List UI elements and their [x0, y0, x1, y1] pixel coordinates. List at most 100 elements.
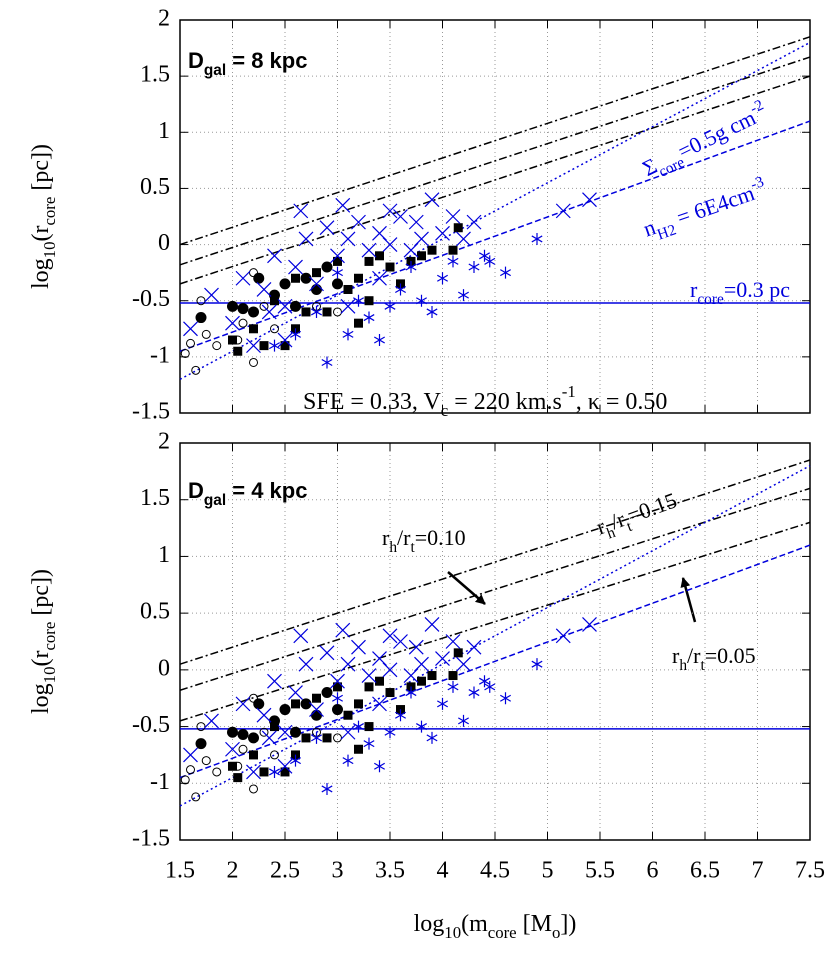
point: [385, 688, 395, 698]
point: [456, 656, 471, 672]
point: [363, 311, 375, 324]
point: [384, 726, 396, 739]
point: [212, 767, 222, 777]
text-part: (r: [28, 651, 54, 667]
point: [195, 738, 207, 750]
point: [256, 282, 272, 297]
point: [291, 273, 300, 283]
y-axis-label: log10(rcore [pc]): [28, 144, 60, 289]
point: [311, 283, 322, 295]
text-part: H2: [655, 221, 678, 243]
y-tick-label: -1.5: [132, 826, 170, 852]
point: [364, 722, 374, 732]
point: [332, 278, 343, 290]
point: [259, 301, 269, 311]
point: [195, 312, 207, 324]
point: [249, 324, 258, 334]
point: [256, 707, 272, 723]
text-part: SFE = 0.33, V: [303, 389, 441, 415]
point: [354, 318, 363, 328]
plot-frame: [179, 442, 811, 841]
point: [479, 249, 490, 262]
point: [448, 671, 458, 681]
point: [582, 192, 597, 208]
point: [280, 341, 290, 351]
point: [361, 668, 377, 683]
point: [427, 245, 437, 255]
point: [322, 733, 332, 743]
x-tick-label: 5.5: [585, 858, 615, 884]
point: [456, 231, 471, 247]
arrow: [680, 577, 697, 623]
point: [395, 709, 406, 722]
point: [447, 680, 459, 693]
text-part: ]): [560, 911, 576, 937]
point: [372, 270, 387, 286]
point: [382, 237, 398, 252]
point: [290, 726, 301, 738]
point: [424, 192, 440, 208]
point: [333, 682, 342, 692]
point: [500, 266, 511, 279]
text-part: core: [40, 622, 59, 651]
point: [233, 346, 243, 356]
text-part: core: [697, 291, 724, 308]
point: [249, 784, 258, 794]
point: [279, 704, 291, 716]
text-part: t: [410, 539, 415, 556]
point: [340, 298, 356, 314]
point: [186, 338, 195, 348]
text-part: core: [40, 197, 59, 226]
point: [180, 348, 190, 358]
point: [246, 764, 261, 780]
point: [249, 357, 258, 367]
text-part: c: [441, 401, 448, 420]
text-part: D: [188, 478, 204, 503]
point: [453, 648, 463, 658]
x-tick-label: 2: [227, 858, 239, 884]
point: [468, 261, 480, 274]
text-part: [M: [517, 911, 552, 937]
point: [261, 730, 277, 746]
point: [364, 296, 374, 306]
x-tick-label: 7.5: [795, 858, 825, 884]
text-part: h: [389, 539, 397, 556]
text-part: t: [624, 518, 635, 536]
annotation: Dgal = 8 kpc: [188, 48, 307, 79]
text-part: log: [28, 258, 54, 289]
point: [261, 304, 277, 320]
point: [353, 720, 364, 733]
point: [321, 261, 333, 273]
point: [466, 214, 482, 230]
text-part: log: [414, 911, 445, 937]
point: [426, 305, 438, 318]
point: [204, 287, 219, 303]
point: [405, 261, 417, 274]
y-tick-label: 2: [158, 6, 170, 32]
point: [270, 722, 279, 732]
point: [311, 731, 322, 744]
point: [248, 732, 259, 744]
text-part: o: [552, 923, 560, 942]
text-part: =0.05: [705, 643, 756, 668]
point: [280, 767, 290, 777]
model-line: [179, 36, 811, 246]
point: [458, 714, 469, 727]
point: [374, 334, 385, 347]
x-tick-label: 2.5: [270, 858, 300, 884]
point: [354, 273, 363, 283]
point: [468, 686, 480, 699]
plot-frame: [179, 19, 811, 414]
text-part: D: [188, 48, 204, 73]
point: [259, 727, 269, 737]
y-tick-label: 1.5: [140, 62, 170, 88]
point: [332, 266, 343, 279]
point: [405, 686, 417, 699]
point: [448, 245, 458, 255]
point: [333, 307, 342, 317]
point: [309, 276, 324, 292]
point: [426, 731, 438, 744]
point: [332, 692, 343, 705]
x-tick-label: 3.5: [375, 858, 405, 884]
text-part: log: [28, 683, 54, 714]
